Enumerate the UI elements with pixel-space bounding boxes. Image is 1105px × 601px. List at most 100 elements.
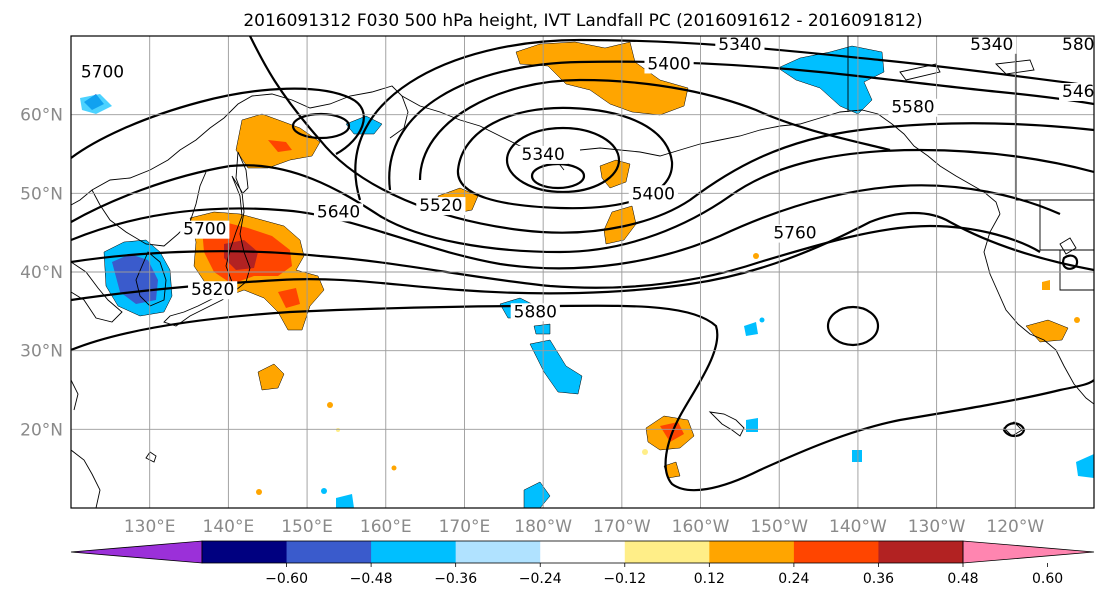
contour-label-text: 5700: [183, 220, 226, 240]
ivt-positive-region: [268, 140, 292, 152]
lon-tick-label: 150°E: [281, 517, 333, 537]
ivt-positive-region: [515, 41, 689, 116]
contour-label-halo: [1059, 36, 1094, 54]
ivt-positive-region: [336, 428, 340, 432]
contour-label-text: 5820: [191, 280, 234, 300]
contour-label: 5400: [628, 184, 678, 204]
contour-label-halo: [715, 36, 765, 54]
contour-label: 546: [1059, 82, 1094, 102]
contour-label-halo: [180, 220, 230, 239]
colorbar-segment: [793, 541, 879, 563]
contour-label: 5700: [180, 220, 230, 240]
graticule: [71, 36, 1094, 508]
contour-label-halo: [1059, 83, 1094, 101]
contour-label: 580: [1059, 35, 1094, 55]
colorbar-tick-label: −0.12: [603, 571, 646, 587]
contour-label-text: 5640: [317, 202, 360, 222]
ivt-positive-region: [235, 113, 321, 169]
ivt-positive-region: [1042, 280, 1050, 290]
ivt-positive-region: [753, 253, 759, 259]
colorbar-tick-label: −0.48: [350, 571, 393, 587]
ivt-negative-region: [345, 115, 383, 135]
ivt-negative-region: [80, 94, 112, 114]
ivt-negative-region: [1076, 454, 1094, 478]
coastlines: [71, 36, 1094, 508]
ivt-negative-region: [533, 323, 551, 335]
colorbar-extend-min: [70, 540, 203, 564]
colorbar-segment: [286, 541, 372, 563]
contour-label: 5340: [715, 35, 765, 55]
colorbar-tick-label: −0.36: [434, 571, 477, 587]
contour-label-text: 5400: [647, 54, 690, 74]
lat-tick-label: 60°N: [20, 106, 63, 126]
colorbar-extend-max: [962, 540, 1095, 564]
contour-label-halo: [416, 197, 466, 216]
colorbar-tick-label: 0.36: [863, 571, 894, 587]
lon-tick-label: 160°W: [672, 517, 730, 537]
ivt-positive-region: [256, 489, 262, 495]
lat-tick-label: 30°N: [20, 342, 63, 362]
contour-label-halo: [77, 63, 128, 82]
lon-tick-label: 130°E: [124, 517, 176, 537]
contour-label-text: 580: [1062, 35, 1094, 55]
colorbar-tick-label: 0.24: [778, 571, 809, 587]
lat-tick-labels: 60°N 50°N 40°N 30°N 20°N: [20, 106, 63, 441]
contour-label: 5400: [644, 54, 694, 74]
colorbar-segment: [455, 541, 541, 563]
map-frame: [70, 35, 1095, 509]
colorbar-tick-label: −0.60: [265, 571, 308, 587]
ivt-positive-region: [224, 240, 258, 270]
contour-label: 5520: [416, 196, 466, 216]
lon-tick-label: 150°W: [750, 517, 808, 537]
ivt-negative-region: [852, 450, 862, 462]
contour-label-halo: [313, 203, 364, 222]
colorbar: −0.60 −0.48 −0.36 −0.24 −0.12 0.12 0.24 0.36 0.4…: [70, 540, 1095, 587]
contour-label: 5580: [888, 98, 938, 118]
lat-tick-label: 50°N: [20, 184, 63, 204]
ivt-positive-region: [599, 159, 631, 189]
ivt-negative-region: [746, 418, 758, 432]
contour-label: 5880: [510, 302, 560, 322]
contour-label-halo: [188, 281, 238, 300]
contour-label-halo: [510, 303, 560, 322]
contour-label: 5340: [518, 145, 568, 165]
contour-label-text: 5880: [514, 302, 557, 322]
contour-label-halo: [770, 224, 820, 243]
lon-tick-label: 140°E: [203, 517, 255, 537]
contour-label: 5760: [770, 224, 820, 244]
contour-label-halo: [967, 36, 1017, 54]
lon-tick-label: 120°W: [986, 517, 1044, 537]
colorbar-segment: [540, 541, 626, 563]
lat-tick-label: 20°N: [20, 420, 63, 440]
contour-label-halo: [628, 185, 678, 204]
ivt-positive-region: [257, 363, 285, 391]
contour-label-text: 5340: [970, 35, 1013, 55]
contour-label-text: 5400: [632, 184, 675, 204]
figure-title: 2016091312 F030 500 hPa height, IVT Land…: [243, 11, 922, 31]
colorbar-segment: [371, 541, 457, 563]
lon-tick-labels: 130°E 140°E 150°E 160°E 170°E 180°W 170°W 160°W…: [124, 517, 1045, 537]
contour-label-text: 5340: [718, 35, 761, 55]
lon-tick-label: 170°W: [593, 517, 651, 537]
contour-label-halo: [518, 145, 568, 164]
contour-label-halo: [644, 55, 694, 74]
contour-label-text: 5760: [773, 224, 816, 244]
contour-label: 5700: [77, 62, 128, 82]
ivt-positive-region: [642, 449, 648, 455]
lon-tick-label: 130°W: [908, 517, 966, 537]
ivt-negative-region: [321, 488, 327, 494]
ivt-negative-region: [336, 494, 354, 508]
contour-label-layer: 5700 5340 5340 580 5400 546 5580 5340 5400 5520 56…: [77, 35, 1094, 322]
colorbar-segment: [709, 541, 795, 563]
contour-label-text: 5520: [419, 196, 462, 216]
lon-tick-label: 160°E: [360, 517, 412, 537]
colorbar-tick-label: 0.60: [1032, 571, 1063, 587]
ivt-positive-region: [327, 402, 333, 408]
ivt-positive-region: [1074, 317, 1080, 323]
ivt-positive-region: [391, 465, 397, 471]
ivt-positive-region: [278, 288, 300, 308]
contour-label: 5340: [967, 35, 1017, 55]
height-contours: [71, 36, 1094, 492]
contour-label-text: 5340: [522, 145, 565, 165]
